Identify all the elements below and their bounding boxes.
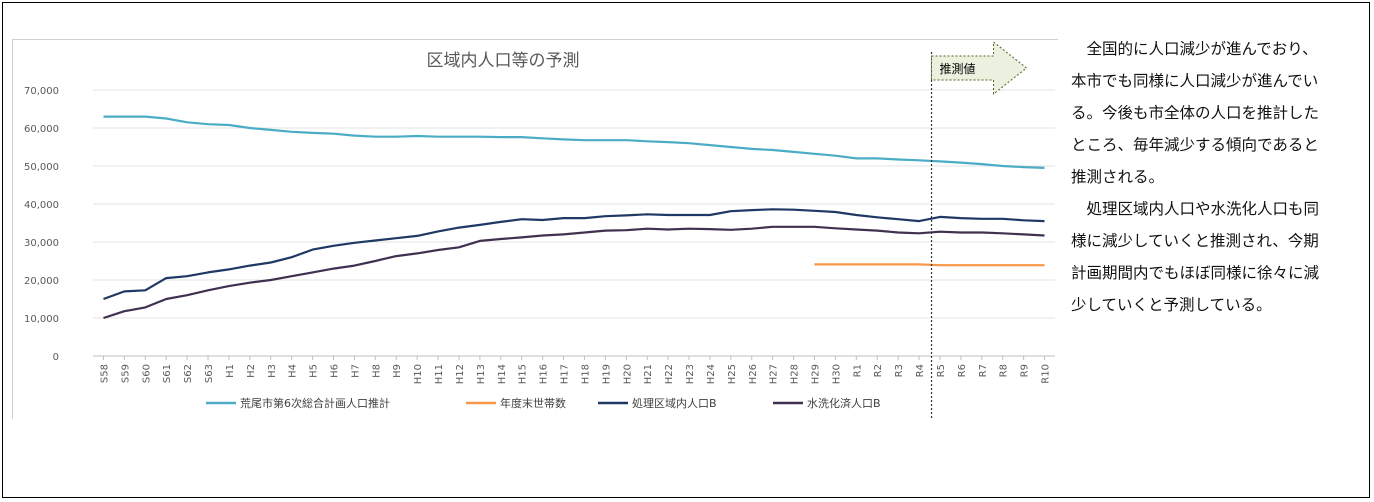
- forecast-arrow-shape: [931, 40, 1028, 96]
- population-forecast-chart: 区域内人口等の予測 0 10,000 20,000 30,000 40,000 50,00…: [24, 40, 1055, 419]
- x-tick-label: H19: [601, 364, 612, 384]
- x-tick-label: H5: [309, 364, 320, 378]
- x-tick-label: H18: [580, 364, 591, 384]
- x-tick-label: R3: [894, 364, 905, 377]
- x-tick-label: H4: [288, 364, 299, 378]
- series-lines: [103, 115, 1045, 320]
- x-tick-label: H9: [392, 364, 403, 378]
- paragraph-treatment-area-decline: 処理区域内人口や水洗化人口も同様に減少していくと推測され、今期計画期間内でもほぼ…: [1071, 200, 1320, 314]
- x-tick-label: S58: [99, 364, 110, 383]
- y-tick-label: 40,000: [24, 200, 59, 211]
- x-tick-label: H25: [727, 364, 738, 384]
- legend-label: 年度末世帯数: [500, 396, 566, 410]
- y-tick-label: 70,000: [24, 86, 59, 97]
- x-tick-label: H15: [518, 364, 529, 384]
- series-line-1: [103, 115, 1045, 169]
- x-tick-label: H28: [790, 364, 801, 384]
- x-tick-label: S62: [183, 364, 194, 383]
- x-axis: S58 S59 S60 S61 S62 S63 H1 H2 H3 H4 H5 H6 H7 H8 H9 H10 H…: [99, 356, 1052, 384]
- x-tick-label: S60: [141, 364, 152, 383]
- x-tick-label: S59: [120, 364, 131, 383]
- x-tick-label: R8: [999, 364, 1010, 377]
- x-tick-label: R10: [1041, 364, 1052, 384]
- series-line-4: [103, 225, 1045, 320]
- x-tick-label: H21: [643, 364, 654, 384]
- y-tick-label: 30,000: [24, 238, 59, 249]
- chart-container: 区域内人口等の予測 0 10,000 20,000 30,000 40,000 50,00…: [12, 39, 1058, 419]
- explanation-text: 全国的に人口減少が進んでおり、本市でも同様に人口減少が進んでいる。今後も市全体の…: [1071, 33, 1333, 321]
- y-tick-label: 20,000: [24, 276, 59, 287]
- x-tick-label: R1: [852, 364, 863, 377]
- forecast-label: 推測値: [940, 61, 976, 76]
- x-tick-label: H7: [350, 364, 361, 378]
- x-tick-label: H29: [811, 364, 822, 384]
- x-tick-label: R2: [873, 364, 884, 377]
- y-tick-label: 10,000: [24, 314, 59, 325]
- x-tick-label: H17: [560, 364, 571, 384]
- x-tick-label: S61: [162, 364, 173, 383]
- x-tick-label: H30: [831, 364, 842, 384]
- x-tick-label: H14: [497, 364, 508, 384]
- x-tick-label: H2: [246, 364, 257, 378]
- legend: 荒尾市第6次総合計画人口推計 年度末世帯数 処理区域内人口B 水洗化済人口B: [206, 396, 881, 410]
- y-tick-label: 50,000: [24, 162, 59, 173]
- x-tick-label: H6: [330, 364, 341, 378]
- x-tick-label: R4: [915, 364, 926, 377]
- legend-label: 処理区域内人口B: [632, 396, 717, 410]
- x-tick-label: H11: [434, 364, 445, 384]
- forecast-annotation: 推測値: [930, 40, 1028, 419]
- x-tick-label: H12: [455, 364, 466, 384]
- y-axis: 0 10,000 20,000 30,000 40,000 50,000 60,000 70,…: [24, 86, 59, 363]
- chart-title: 区域内人口等の予測: [427, 51, 580, 71]
- x-tick-label: H20: [622, 364, 633, 384]
- x-tick-label: H16: [539, 364, 550, 384]
- x-tick-label: H3: [267, 364, 278, 378]
- x-tick-label: H10: [413, 364, 424, 384]
- x-tick-label: H27: [769, 364, 780, 384]
- x-tick-label: H22: [664, 364, 675, 384]
- x-tick-label: R6: [957, 364, 968, 377]
- x-tick-label: H1: [225, 364, 236, 378]
- x-tick-label: R5: [936, 364, 947, 377]
- series-line-3: [103, 208, 1045, 301]
- x-tick-label: H23: [685, 364, 696, 384]
- series-line-2: [814, 263, 1045, 267]
- x-tick-label: H8: [371, 364, 382, 378]
- y-tick-label: 60,000: [24, 124, 59, 135]
- x-tick-label: R9: [1020, 364, 1031, 377]
- legend-label: 荒尾市第6次総合計画人口推計: [240, 396, 390, 410]
- y-tick-label: 0: [53, 352, 59, 363]
- x-tick-label: S63: [204, 364, 215, 383]
- x-tick-label: R7: [978, 364, 989, 377]
- x-tick-label: H24: [706, 364, 717, 384]
- legend-label: 水洗化済人口B: [807, 396, 881, 410]
- x-tick-label: H26: [748, 364, 759, 384]
- x-tick-label: H13: [476, 364, 487, 384]
- gridlines: [93, 89, 1055, 357]
- paragraph-population-decline: 全国的に人口減少が進んでおり、本市でも同様に人口減少が進んでいる。今後も市全体の…: [1071, 40, 1320, 186]
